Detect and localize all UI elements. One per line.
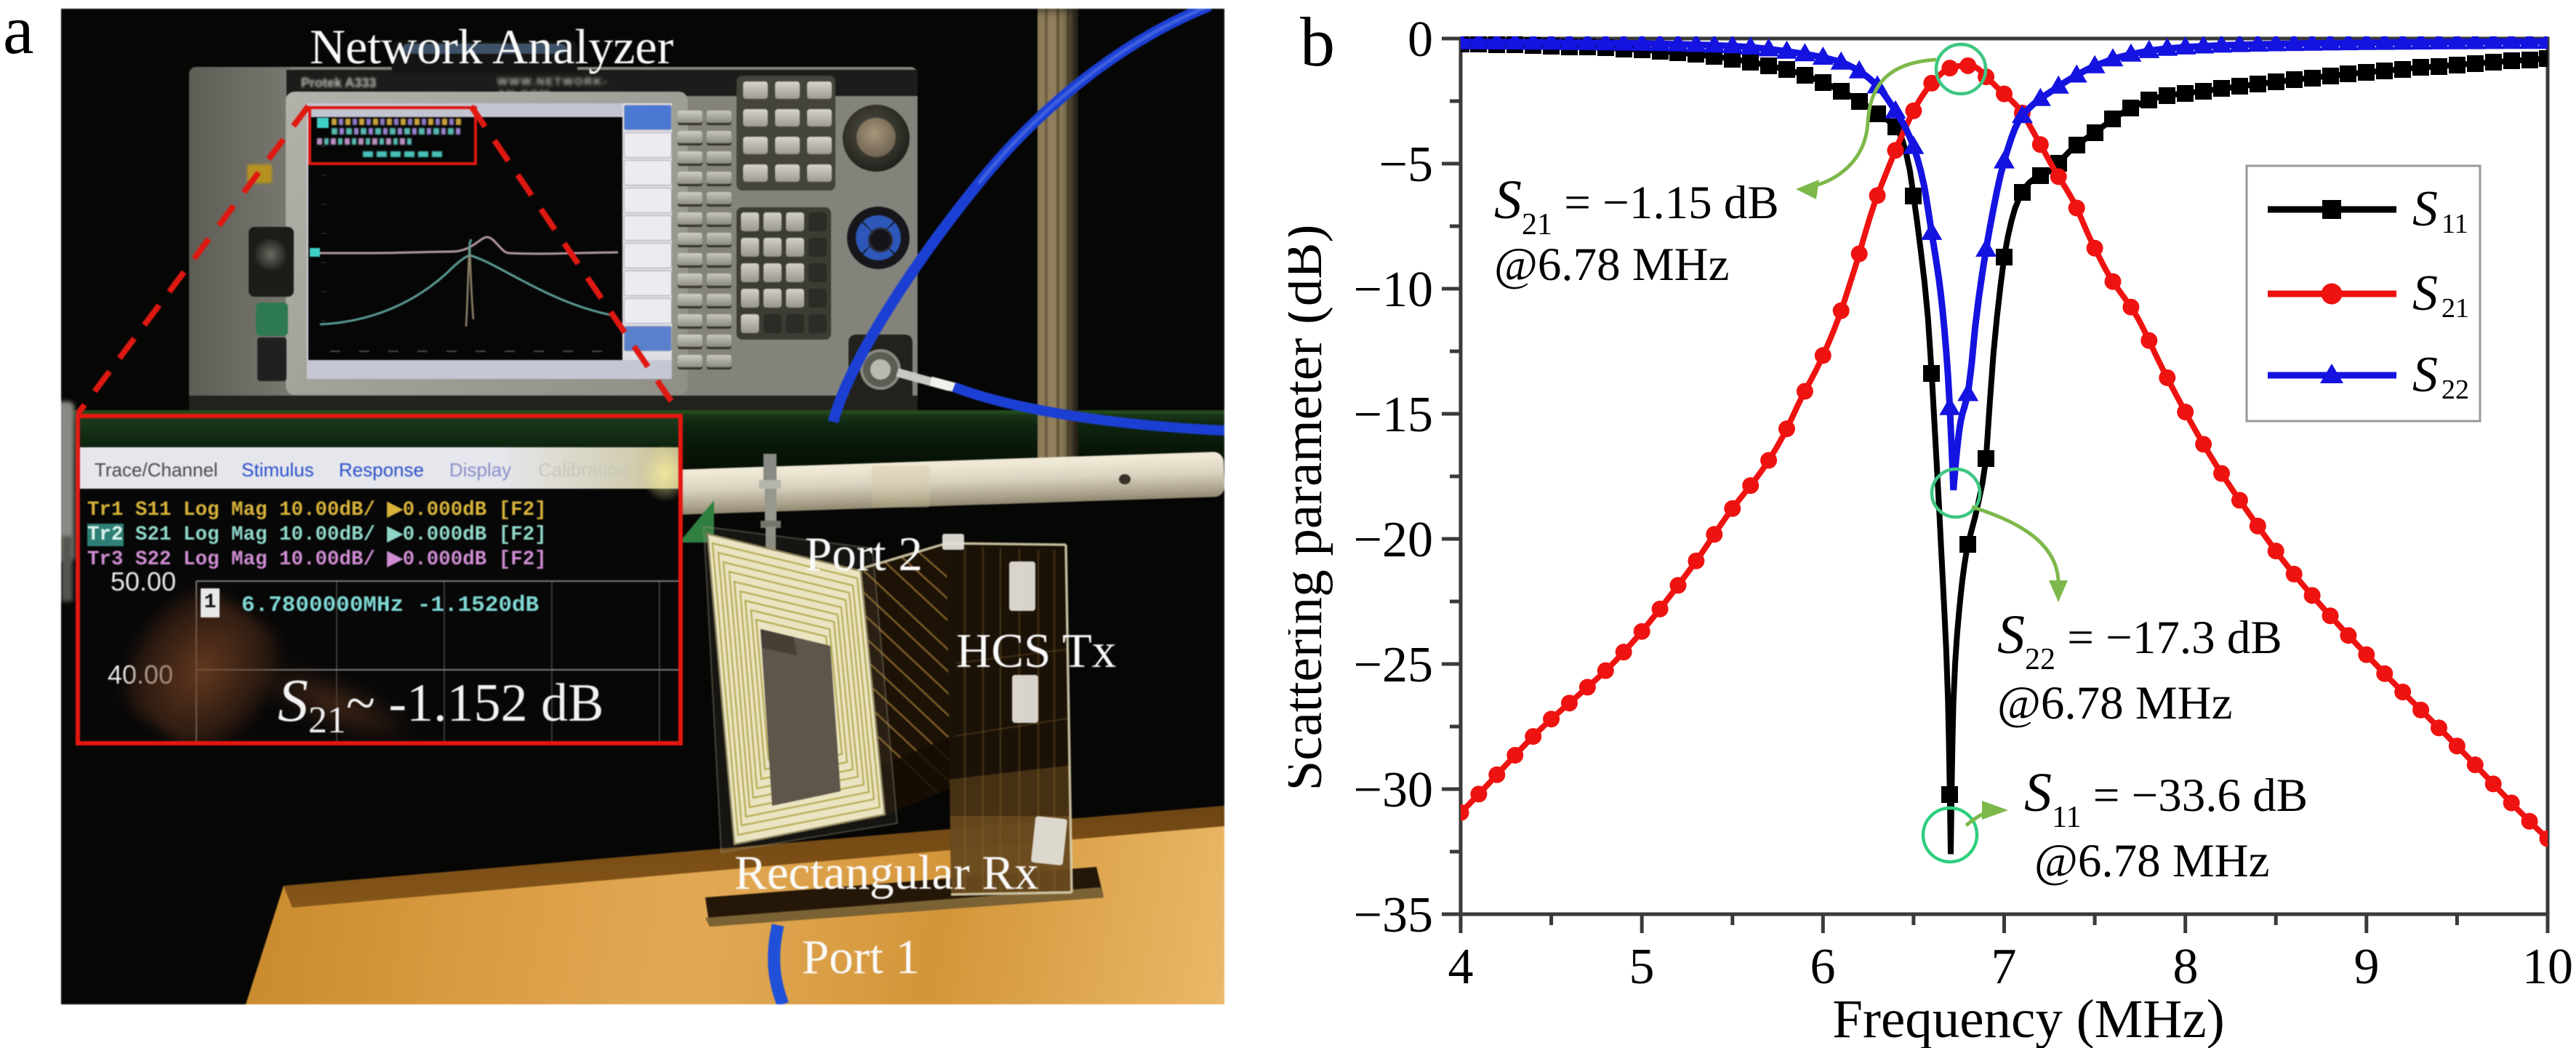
svg-text:21: 21 bbox=[2441, 293, 2469, 324]
svg-text:S: S bbox=[2412, 265, 2438, 321]
svg-text:−10: −10 bbox=[1354, 262, 1433, 318]
svg-text:7: 7 bbox=[1991, 939, 2017, 995]
svg-text:S21 = −1.15 dB: S21 = −1.15 dB bbox=[1494, 169, 1779, 241]
svg-text:−15: −15 bbox=[1354, 387, 1433, 443]
svg-text:6: 6 bbox=[1810, 939, 1836, 995]
svg-text:S11 = −33.6 dB: S11 = −33.6 dB bbox=[2024, 762, 2308, 834]
svg-text:10: 10 bbox=[2522, 939, 2573, 995]
svg-text:−20: −20 bbox=[1354, 512, 1433, 568]
svg-text:@6.78 MHz: @6.78 MHz bbox=[1997, 677, 2232, 729]
svg-text:5: 5 bbox=[1629, 939, 1655, 995]
svg-text:9: 9 bbox=[2354, 939, 2380, 995]
svg-text:@6.78 MHz: @6.78 MHz bbox=[2034, 835, 2269, 887]
svg-text:S: S bbox=[2412, 181, 2438, 237]
svg-text:8: 8 bbox=[2173, 939, 2199, 995]
svg-text:S22 = −17.3 dB: S22 = −17.3 dB bbox=[1997, 604, 2282, 676]
svg-text:11: 11 bbox=[2441, 209, 2468, 239]
svg-text:−25: −25 bbox=[1354, 637, 1433, 693]
svg-text:S: S bbox=[2412, 347, 2438, 403]
svg-text:0: 0 bbox=[1408, 12, 1433, 68]
svg-text:4: 4 bbox=[1448, 939, 1474, 995]
svg-text:−30: −30 bbox=[1354, 762, 1433, 818]
svg-text:−35: −35 bbox=[1354, 887, 1433, 943]
svg-text:Frequency (MHz): Frequency (MHz) bbox=[1832, 989, 2224, 1048]
svg-text:22: 22 bbox=[2441, 375, 2469, 405]
svg-text:Scattering parameter (dB): Scattering parameter (dB) bbox=[1288, 225, 1333, 791]
svg-text:@6.78 MHz: @6.78 MHz bbox=[1494, 239, 1729, 291]
svg-text:−5: −5 bbox=[1379, 137, 1433, 193]
